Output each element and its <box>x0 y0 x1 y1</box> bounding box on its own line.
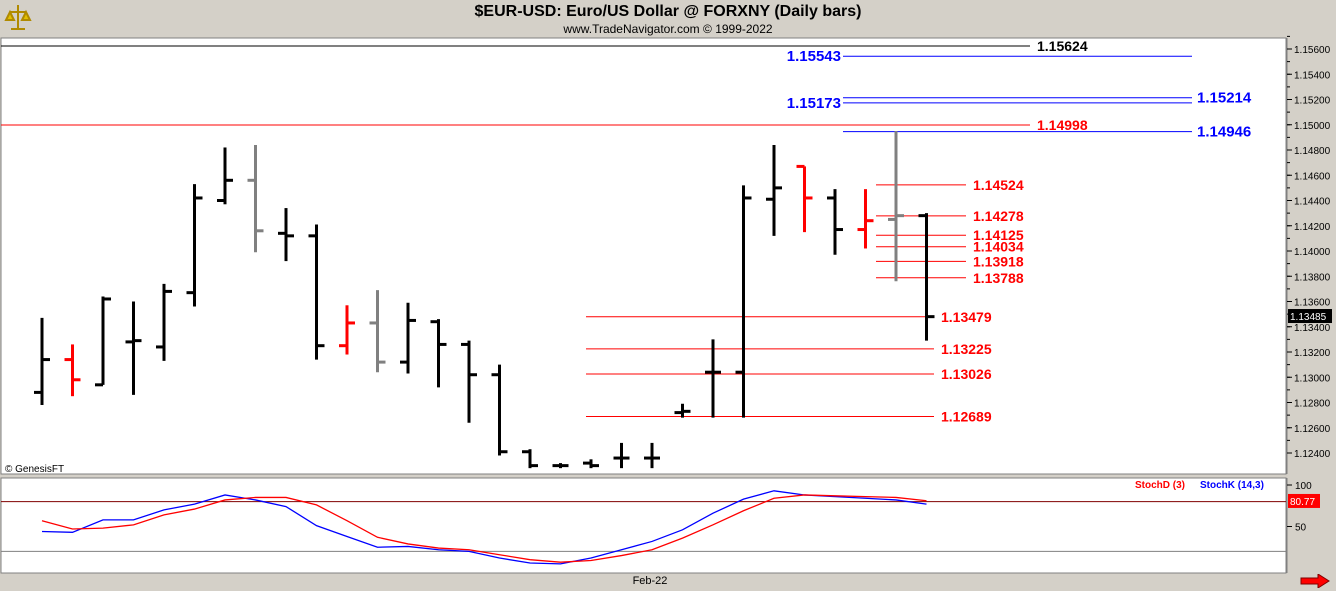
level-label: 1.13918 <box>973 253 1024 269</box>
last-price-label: 1.13485 <box>1290 312 1327 323</box>
level-label: 1.15173 <box>787 95 841 112</box>
scroll-right-arrow-icon[interactable] <box>1300 574 1330 588</box>
y-tick-label: 1.15600 <box>1294 45 1331 56</box>
level-label: 1.15624 <box>1037 38 1088 54</box>
y-tick-label: 1.12400 <box>1294 449 1331 460</box>
ohlc-bar <box>491 364 508 456</box>
y-tick-label: 1.12800 <box>1294 399 1331 410</box>
ohlc-bar <box>430 319 447 388</box>
y-tick-label: 1.14400 <box>1294 197 1331 208</box>
y-tick-label: 1.15000 <box>1294 121 1331 132</box>
level-label: 1.14034 <box>973 239 1024 255</box>
stoch-d-line <box>41 494 927 563</box>
ohlc-bar <box>827 189 843 255</box>
ohlc-bar <box>552 463 569 469</box>
level-label: 1.13026 <box>941 366 992 382</box>
stoch-k-line <box>41 490 927 565</box>
chart-title: $EUR-USD: Euro/US Dollar @ FORXNY (Daily… <box>474 3 862 20</box>
stochastic-pane <box>0 477 1287 574</box>
ohlc-bar <box>125 301 142 395</box>
y-tick-label: 1.14000 <box>1294 247 1331 258</box>
chart-header: $EUR-USD: Euro/US Dollar @ FORXNY (Daily… <box>0 0 1336 38</box>
ohlc-bar <box>369 290 386 373</box>
y-tick-label: 1.13000 <box>1294 373 1331 384</box>
legend-stoch-k: StochK (14,3) <box>1200 480 1264 491</box>
level-label: 1.15543 <box>787 48 841 65</box>
ohlc-bar <box>400 302 416 374</box>
last-price-box <box>1288 309 1332 324</box>
y-tick-label: 1.13600 <box>1294 298 1331 309</box>
ohlc-bar <box>64 344 81 397</box>
stoch-last-value-box <box>1288 493 1320 508</box>
level-label: 1.13479 <box>941 309 992 325</box>
ohlc-bar <box>613 442 630 469</box>
ohlc-bar <box>766 144 782 236</box>
y-tick-label: 1.13200 <box>1294 348 1331 359</box>
ohlc-bar <box>705 339 721 418</box>
ohlc-bar <box>644 442 660 469</box>
ohlc-bar <box>918 213 935 341</box>
level-label: 1.14998 <box>1037 117 1088 133</box>
level-label: 1.12689 <box>941 409 992 425</box>
stoch-tick-label: 100 <box>1295 481 1312 492</box>
ohlc-bar <box>857 189 874 249</box>
ohlc-bar <box>583 459 599 469</box>
chart-subtitle: www.TradeNavigator.com © 1999-2022 <box>563 22 773 36</box>
ohlc-bar <box>674 403 691 418</box>
ohlc-bar <box>796 164 813 233</box>
y-tick-label: 1.13800 <box>1294 272 1331 283</box>
level-label: 1.14125 <box>973 227 1024 243</box>
ohlc-bar <box>339 305 355 355</box>
ohlc-bar <box>217 147 233 205</box>
y-tick-label: 1.14200 <box>1294 222 1331 233</box>
level-label: 1.13225 <box>941 341 992 357</box>
level-label: 1.14524 <box>973 177 1024 193</box>
y-tick-label: 1.14800 <box>1294 146 1331 157</box>
ohlc-bar <box>34 317 50 406</box>
x-axis-label: Feb-22 <box>633 575 668 587</box>
watermark-text: © GenesisFT <box>5 464 64 475</box>
y-tick-label: 1.12600 <box>1294 424 1331 435</box>
ohlc-bar <box>186 184 203 307</box>
y-tick-label: 1.15400 <box>1294 70 1331 81</box>
level-label: 1.14278 <box>973 208 1024 224</box>
y-tick-label: 1.13400 <box>1294 323 1331 334</box>
ohlc-bar <box>888 131 904 282</box>
ohlc-bar <box>522 449 538 469</box>
price-pane <box>0 37 1287 475</box>
stoch-tick-label: 50 <box>1295 523 1307 534</box>
level-label: 1.14946 <box>1197 124 1251 141</box>
ohlc-bar <box>461 340 477 423</box>
stoch-last-value-label: 80.77 <box>1290 497 1315 508</box>
trade-navigator-logo-icon <box>3 2 33 34</box>
y-tick-label: 1.14600 <box>1294 171 1331 182</box>
ohlc-bar <box>247 144 264 253</box>
ohlc-bar <box>156 283 172 361</box>
ohlc-bar <box>308 224 325 360</box>
level-label: 1.15214 <box>1197 90 1252 107</box>
ohlc-bar <box>95 296 111 387</box>
ohlc-bar <box>735 185 752 418</box>
legend-stoch-d: StochD (3) <box>1135 480 1185 491</box>
y-tick-label: 1.15200 <box>1294 96 1331 107</box>
level-label: 1.13788 <box>973 270 1024 286</box>
ohlc-bar <box>278 208 294 262</box>
